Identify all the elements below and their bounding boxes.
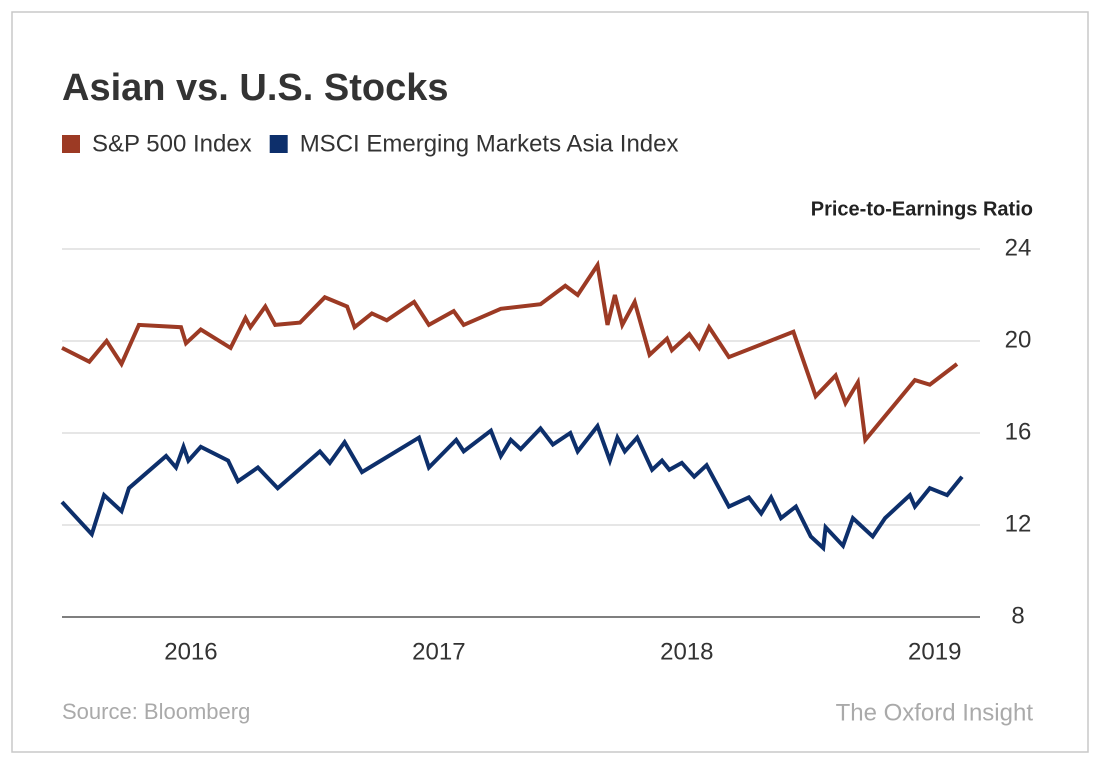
legend-swatch: [269, 135, 288, 153]
legend-label: S&P 500 Index: [92, 130, 252, 157]
x-tick-label: 2016: [164, 638, 217, 665]
y-tick-label: 8: [1011, 602, 1024, 629]
x-tick-label: 2019: [908, 638, 961, 665]
y-tick-label: 20: [1005, 326, 1032, 353]
series-line: [60, 422, 964, 553]
y-tick-label: 12: [1005, 510, 1032, 537]
chart-title: Asian vs. U.S. Stocks: [62, 67, 449, 109]
y-tick-label: 16: [1005, 418, 1032, 445]
y-axis-label: Price-to-Earnings Ratio: [811, 198, 1033, 220]
legend-label: MSCI Emerging Markets Asia Index: [300, 130, 679, 157]
x-tick-label: 2017: [412, 638, 465, 665]
credit: The Oxford Insight: [836, 699, 1034, 726]
y-tick-label: 24: [1005, 234, 1032, 261]
x-tick-label: 2018: [660, 638, 713, 665]
legend-swatch: [62, 135, 80, 153]
source: Source: Bloomberg: [62, 699, 250, 724]
series-line: [61, 259, 959, 445]
frame: [11, 11, 1089, 753]
